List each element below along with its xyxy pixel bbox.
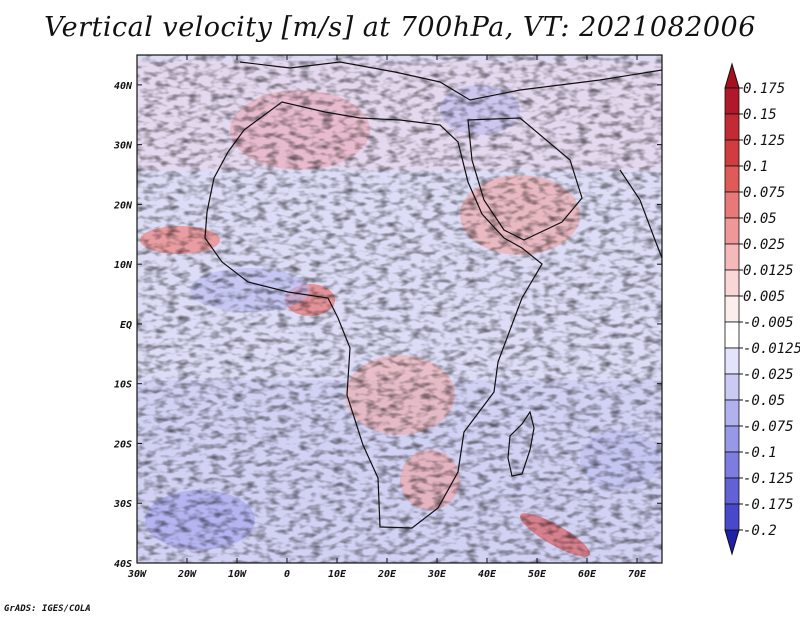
europe-coastline: [239, 61, 662, 101]
credit-text: GrADS: IGES/COLA: [4, 604, 91, 614]
colorbar-label: -0.1: [743, 445, 777, 461]
colorbar-top-arrow: [724, 62, 740, 89]
africa-coastline: [204, 101, 543, 529]
latitude-axis: 40N 30N 20N 10N EQ 10S 20S 30S 40S: [113, 81, 662, 570]
colorbar-label: 0.0125: [743, 263, 794, 279]
colorbar-label: -0.125: [743, 471, 794, 487]
lon-tick-label: 30W: [127, 569, 147, 580]
lat-tick-label: 10N: [114, 260, 133, 271]
lat-tick-label: 40S: [114, 559, 132, 570]
colorbar-label: 0.125: [743, 133, 785, 149]
lon-tick-label: 0: [284, 569, 290, 580]
colorbar-label: -0.05: [743, 393, 785, 409]
colorbar-segment: [724, 191, 740, 219]
colorbar-segment: [724, 373, 740, 401]
lon-tick-label: 40E: [478, 569, 497, 580]
colorbar-label: 0.05: [743, 211, 777, 227]
colorbar-label: 0.025: [743, 237, 785, 253]
coastlines: [204, 61, 662, 529]
lat-tick-label: EQ: [120, 320, 132, 331]
colorbar-label: -0.2: [743, 523, 777, 539]
lat-tick-label: 30S: [113, 499, 132, 510]
lon-tick-label: 10W: [228, 569, 247, 580]
colorbar-segment: [724, 295, 740, 323]
colorbar-segment: [724, 503, 740, 531]
colorbar-label: 0.005: [743, 289, 785, 305]
colorbar-segment: [724, 347, 740, 375]
colorbar-segment: [724, 425, 740, 453]
lon-tick-label: 20W: [177, 569, 197, 580]
plot-title: Vertical velocity [m/s] at 700hPa, VT: 2…: [44, 12, 756, 43]
lat-tick-label: 10S: [114, 380, 132, 391]
colorbar-label: -0.175: [743, 497, 794, 513]
colorbar-segment: [724, 243, 740, 271]
colorbar-segment: [724, 477, 740, 505]
lon-tick-label: 30E: [427, 569, 447, 580]
madagascar-coastline: [507, 410, 535, 477]
colorbar-segment: [724, 269, 740, 297]
colorbar-segment: [724, 451, 740, 479]
colorbar-label: 0.075: [743, 185, 785, 201]
lat-tick-label: 20S: [113, 439, 132, 450]
lon-tick-label: 50E: [528, 569, 547, 580]
colorbar-segment: [724, 399, 740, 427]
arabia-coastline: [467, 117, 583, 241]
colorbar-label: 0.1: [743, 159, 768, 175]
lat-tick-label: 40N: [114, 81, 133, 92]
colorbar-segment: [724, 87, 740, 115]
colorbar-label: -0.005: [743, 315, 794, 331]
lon-tick-label: 10E: [328, 569, 347, 580]
colorbar-segment: [724, 217, 740, 245]
colorbar-bottom-arrow: [724, 529, 740, 556]
vertical-velocity-field: [137, 55, 662, 563]
colorbar-label: 0.15: [743, 107, 777, 123]
colorbar-label: -0.0125: [743, 341, 800, 357]
colorbar-segment: [724, 321, 740, 349]
plot-frame: [136, 54, 663, 564]
colorbar-label: -0.025: [743, 367, 794, 383]
colorbar-segment: [724, 165, 740, 193]
india-coastline: [619, 169, 662, 259]
colorbar-label: 0.175: [743, 81, 785, 97]
colorbar-segment: [724, 139, 740, 167]
colorbar-label: -0.075: [743, 419, 794, 435]
lon-tick-label: 20E: [377, 569, 397, 580]
lat-tick-label: 30N: [113, 141, 133, 152]
longitude-axis: 30W 20W 10W 0 10E 20E 30E 40E 50E 60E 70E: [127, 55, 647, 580]
lat-tick-label: 20N: [113, 200, 133, 211]
lon-tick-label: 60E: [578, 569, 597, 580]
lon-tick-label: 70E: [628, 569, 647, 580]
colorbar-segment: [724, 113, 740, 141]
